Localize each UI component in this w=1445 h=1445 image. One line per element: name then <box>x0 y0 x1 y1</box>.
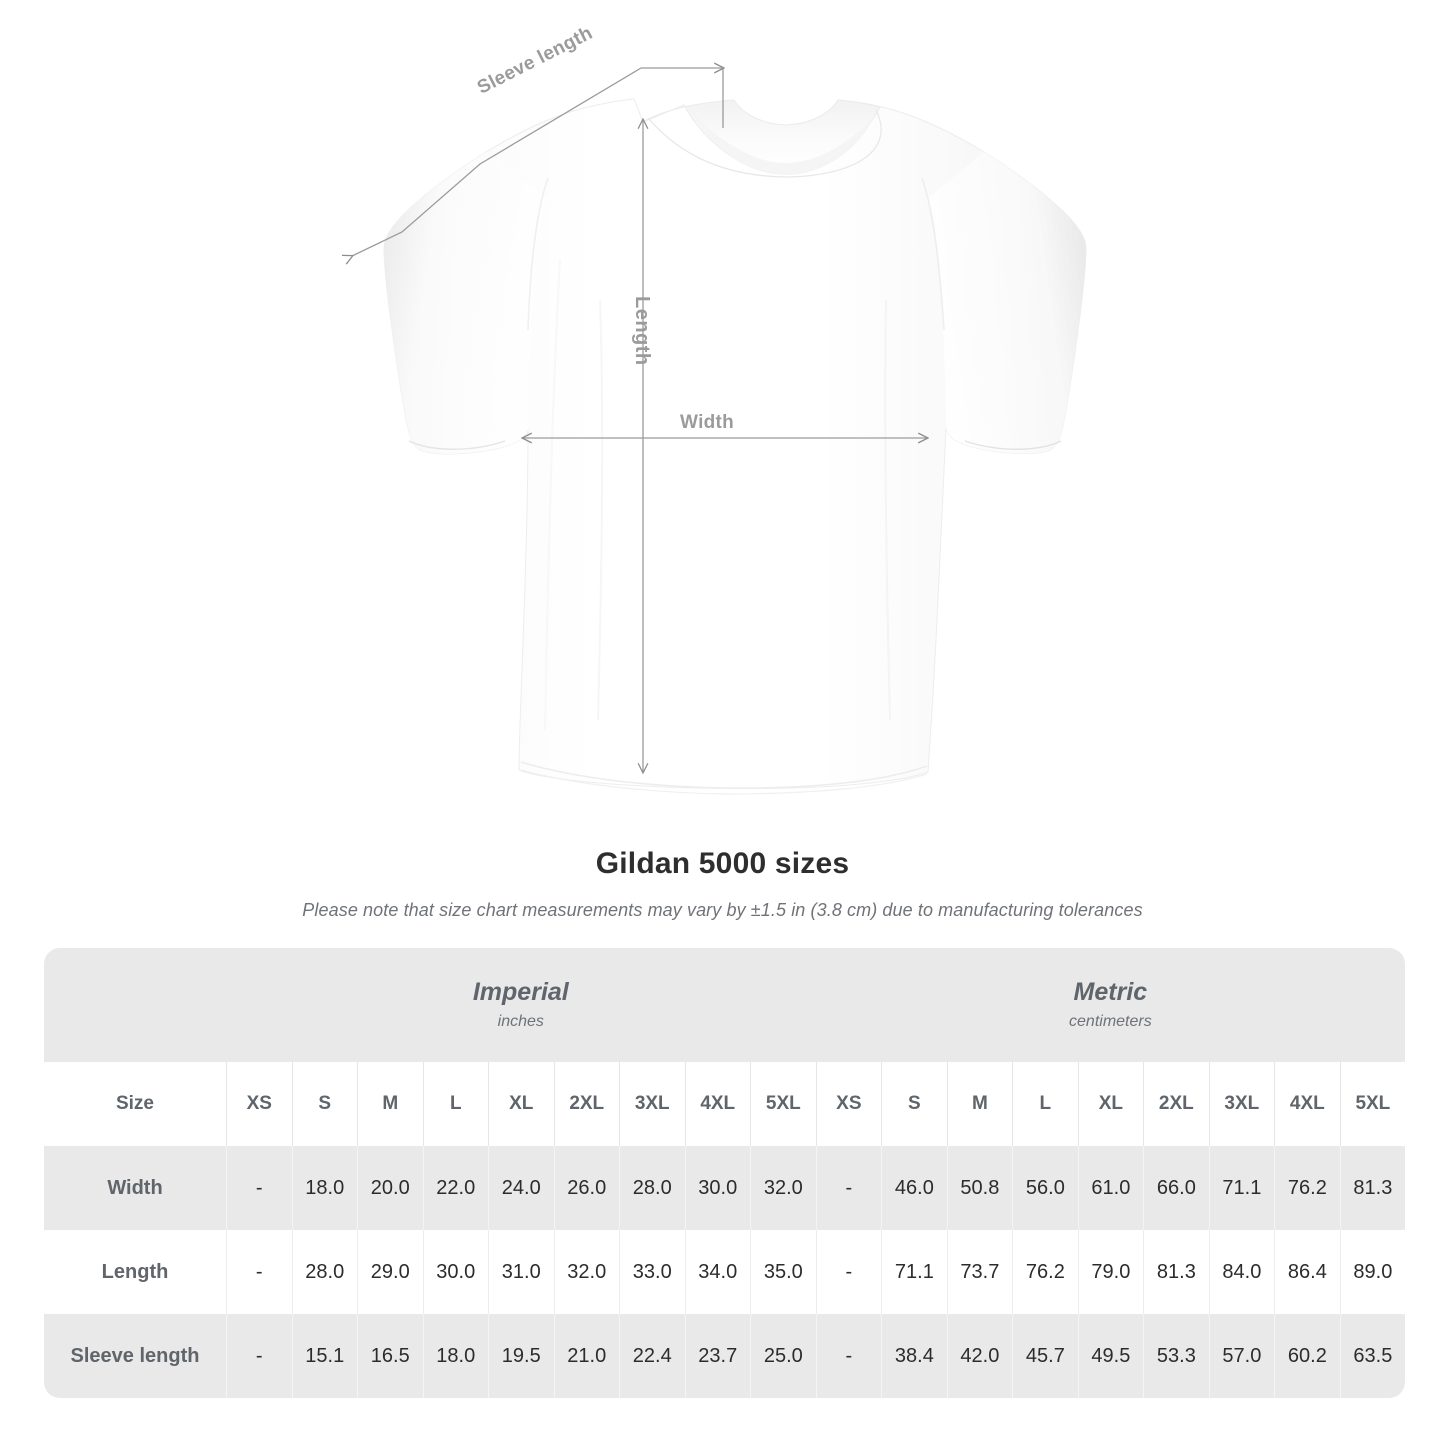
cell-width-metric-l: 56.0 <box>1012 1146 1078 1230</box>
cell-width-metric-xl: 61.0 <box>1077 1146 1144 1230</box>
size-header-metric-xs: XS <box>815 1062 882 1146</box>
table-row: Width - 18.0 20.0 22.0 24.0 26.0 28.0 30… <box>44 1146 1406 1230</box>
cell-sleeve-imperial-m: 16.5 <box>357 1314 423 1398</box>
cell-length-metric-4xl: 86.4 <box>1274 1230 1340 1314</box>
cell-width-imperial-l: 22.0 <box>422 1146 488 1230</box>
cell-sleeve-imperial-xl: 19.5 <box>488 1314 554 1398</box>
cell-width-metric-2xl: 66.0 <box>1143 1146 1209 1230</box>
tshirt-garment <box>383 98 1087 795</box>
cell-length-imperial-4xl: 34.0 <box>684 1230 750 1314</box>
section-spacer-cell <box>44 948 226 1062</box>
cell-width-metric-s: 46.0 <box>881 1146 947 1230</box>
size-header-imperial-5xl: 5XL <box>750 1062 816 1146</box>
cell-width-imperial-3xl: 28.0 <box>619 1146 685 1230</box>
page-title: Gildan 5000 sizes <box>595 847 850 880</box>
cell-length-imperial-3xl: 33.0 <box>619 1230 685 1314</box>
row-label-sleeve-length: Sleeve length <box>44 1314 226 1398</box>
size-chart-table: Imperial inches Metric centimeters Size … <box>44 948 1406 1398</box>
cell-length-metric-xs: - <box>815 1230 882 1314</box>
cell-sleeve-imperial-3xl: 22.4 <box>619 1314 685 1398</box>
cell-width-metric-5xl: 81.3 <box>1339 1146 1406 1230</box>
cell-length-metric-s: 71.1 <box>881 1230 947 1314</box>
cell-width-imperial-xl: 24.0 <box>488 1146 554 1230</box>
cell-width-metric-4xl: 76.2 <box>1274 1146 1340 1230</box>
cell-length-metric-l: 76.2 <box>1012 1230 1078 1314</box>
cell-sleeve-metric-xl: 49.5 <box>1077 1314 1144 1398</box>
cell-sleeve-metric-5xl: 63.5 <box>1339 1314 1406 1398</box>
size-header-imperial-m: M <box>357 1062 423 1146</box>
cell-length-imperial-s: 28.0 <box>291 1230 357 1314</box>
cell-length-imperial-m: 29.0 <box>357 1230 423 1314</box>
row-label-width: Width <box>44 1146 226 1230</box>
cell-length-imperial-2xl: 32.0 <box>553 1230 619 1314</box>
size-header-row: Size XS S M L XL 2XL 3XL 4XL 5XL XS S M … <box>44 1062 1406 1146</box>
cell-width-imperial-s: 18.0 <box>291 1146 357 1230</box>
section-metric: Metric centimeters <box>815 948 1406 1062</box>
size-header-imperial-l: L <box>422 1062 488 1146</box>
section-imperial-unit: inches <box>497 1013 544 1031</box>
cell-width-imperial-5xl: 32.0 <box>750 1146 816 1230</box>
cell-length-imperial-l: 30.0 <box>422 1230 488 1314</box>
tolerance-note: Please note that size chart measurements… <box>302 900 1143 920</box>
unit-section-header-row: Imperial inches Metric centimeters <box>44 948 1406 1062</box>
cell-sleeve-metric-m: 42.0 <box>946 1314 1013 1398</box>
section-metric-unit: centimeters <box>1069 1013 1152 1031</box>
cell-sleeve-imperial-5xl: 25.0 <box>750 1314 816 1398</box>
size-header-metric-m: M <box>946 1062 1013 1146</box>
size-header-imperial-xl: XL <box>488 1062 554 1146</box>
row-label-length: Length <box>44 1230 226 1314</box>
cell-sleeve-imperial-l: 18.0 <box>422 1314 488 1398</box>
cell-sleeve-imperial-2xl: 21.0 <box>553 1314 619 1398</box>
cell-sleeve-metric-xs: - <box>815 1314 882 1398</box>
cell-sleeve-metric-l: 45.7 <box>1012 1314 1078 1398</box>
cell-length-metric-xl: 79.0 <box>1077 1230 1144 1314</box>
cell-length-imperial-5xl: 35.0 <box>750 1230 816 1314</box>
size-header-imperial-2xl: 2XL <box>553 1062 619 1146</box>
cell-length-imperial-xs: - <box>226 1230 292 1314</box>
size-header-imperial-s: S <box>291 1062 357 1146</box>
size-chart-table-wrapper: Imperial inches Metric centimeters Size … <box>44 948 1406 1398</box>
cell-sleeve-metric-s: 38.4 <box>881 1314 947 1398</box>
cell-length-metric-5xl: 89.0 <box>1339 1230 1406 1314</box>
cell-sleeve-metric-3xl: 57.0 <box>1208 1314 1275 1398</box>
cell-width-imperial-xs: - <box>226 1146 292 1230</box>
cell-sleeve-imperial-s: 15.1 <box>291 1314 357 1398</box>
size-header-imperial-4xl: 4XL <box>684 1062 750 1146</box>
cell-width-metric-3xl: 71.1 <box>1208 1146 1275 1230</box>
section-metric-name: Metric <box>1073 977 1148 1006</box>
cell-length-imperial-xl: 31.0 <box>488 1230 554 1314</box>
section-imperial: Imperial inches <box>226 948 816 1062</box>
tshirt-measurement-diagram: Sleeve length Length Width <box>0 0 1087 795</box>
title-block: Gildan 5000 sizes Please note that size … <box>0 847 1445 921</box>
size-column-header: Size <box>44 1062 226 1146</box>
cell-length-metric-m: 73.7 <box>946 1230 1013 1314</box>
table-row: Length - 28.0 29.0 30.0 31.0 32.0 33.0 3… <box>44 1230 1406 1314</box>
size-header-metric-2xl: 2XL <box>1143 1062 1209 1146</box>
size-header-metric-s: S <box>881 1062 947 1146</box>
cell-length-metric-3xl: 84.0 <box>1208 1230 1275 1314</box>
size-header-metric-4xl: 4XL <box>1274 1062 1340 1146</box>
cell-width-imperial-2xl: 26.0 <box>553 1146 619 1230</box>
cell-width-imperial-4xl: 30.0 <box>684 1146 750 1230</box>
section-imperial-name: Imperial <box>472 977 569 1006</box>
size-header-metric-l: L <box>1012 1062 1078 1146</box>
cell-sleeve-metric-2xl: 53.3 <box>1143 1314 1209 1398</box>
size-header-imperial-3xl: 3XL <box>619 1062 685 1146</box>
cell-sleeve-imperial-xs: - <box>226 1314 292 1398</box>
cell-length-metric-2xl: 81.3 <box>1143 1230 1209 1314</box>
cell-width-metric-m: 50.8 <box>946 1146 1013 1230</box>
cell-width-metric-xs: - <box>815 1146 882 1230</box>
size-header-metric-5xl: 5XL <box>1339 1062 1406 1146</box>
size-header-metric-3xl: 3XL <box>1208 1062 1275 1146</box>
tshirt-illustration <box>0 0 1087 795</box>
size-header-metric-xl: XL <box>1077 1062 1144 1146</box>
sleeve-length-line <box>352 67 642 256</box>
size-header-imperial-xs: XS <box>226 1062 292 1146</box>
cell-width-imperial-m: 20.0 <box>357 1146 423 1230</box>
cell-sleeve-metric-4xl: 60.2 <box>1274 1314 1340 1398</box>
measurement-lines <box>352 68 927 772</box>
cell-sleeve-imperial-4xl: 23.7 <box>684 1314 750 1398</box>
table-row: Sleeve length - 15.1 16.5 18.0 19.5 21.0… <box>44 1314 1406 1398</box>
